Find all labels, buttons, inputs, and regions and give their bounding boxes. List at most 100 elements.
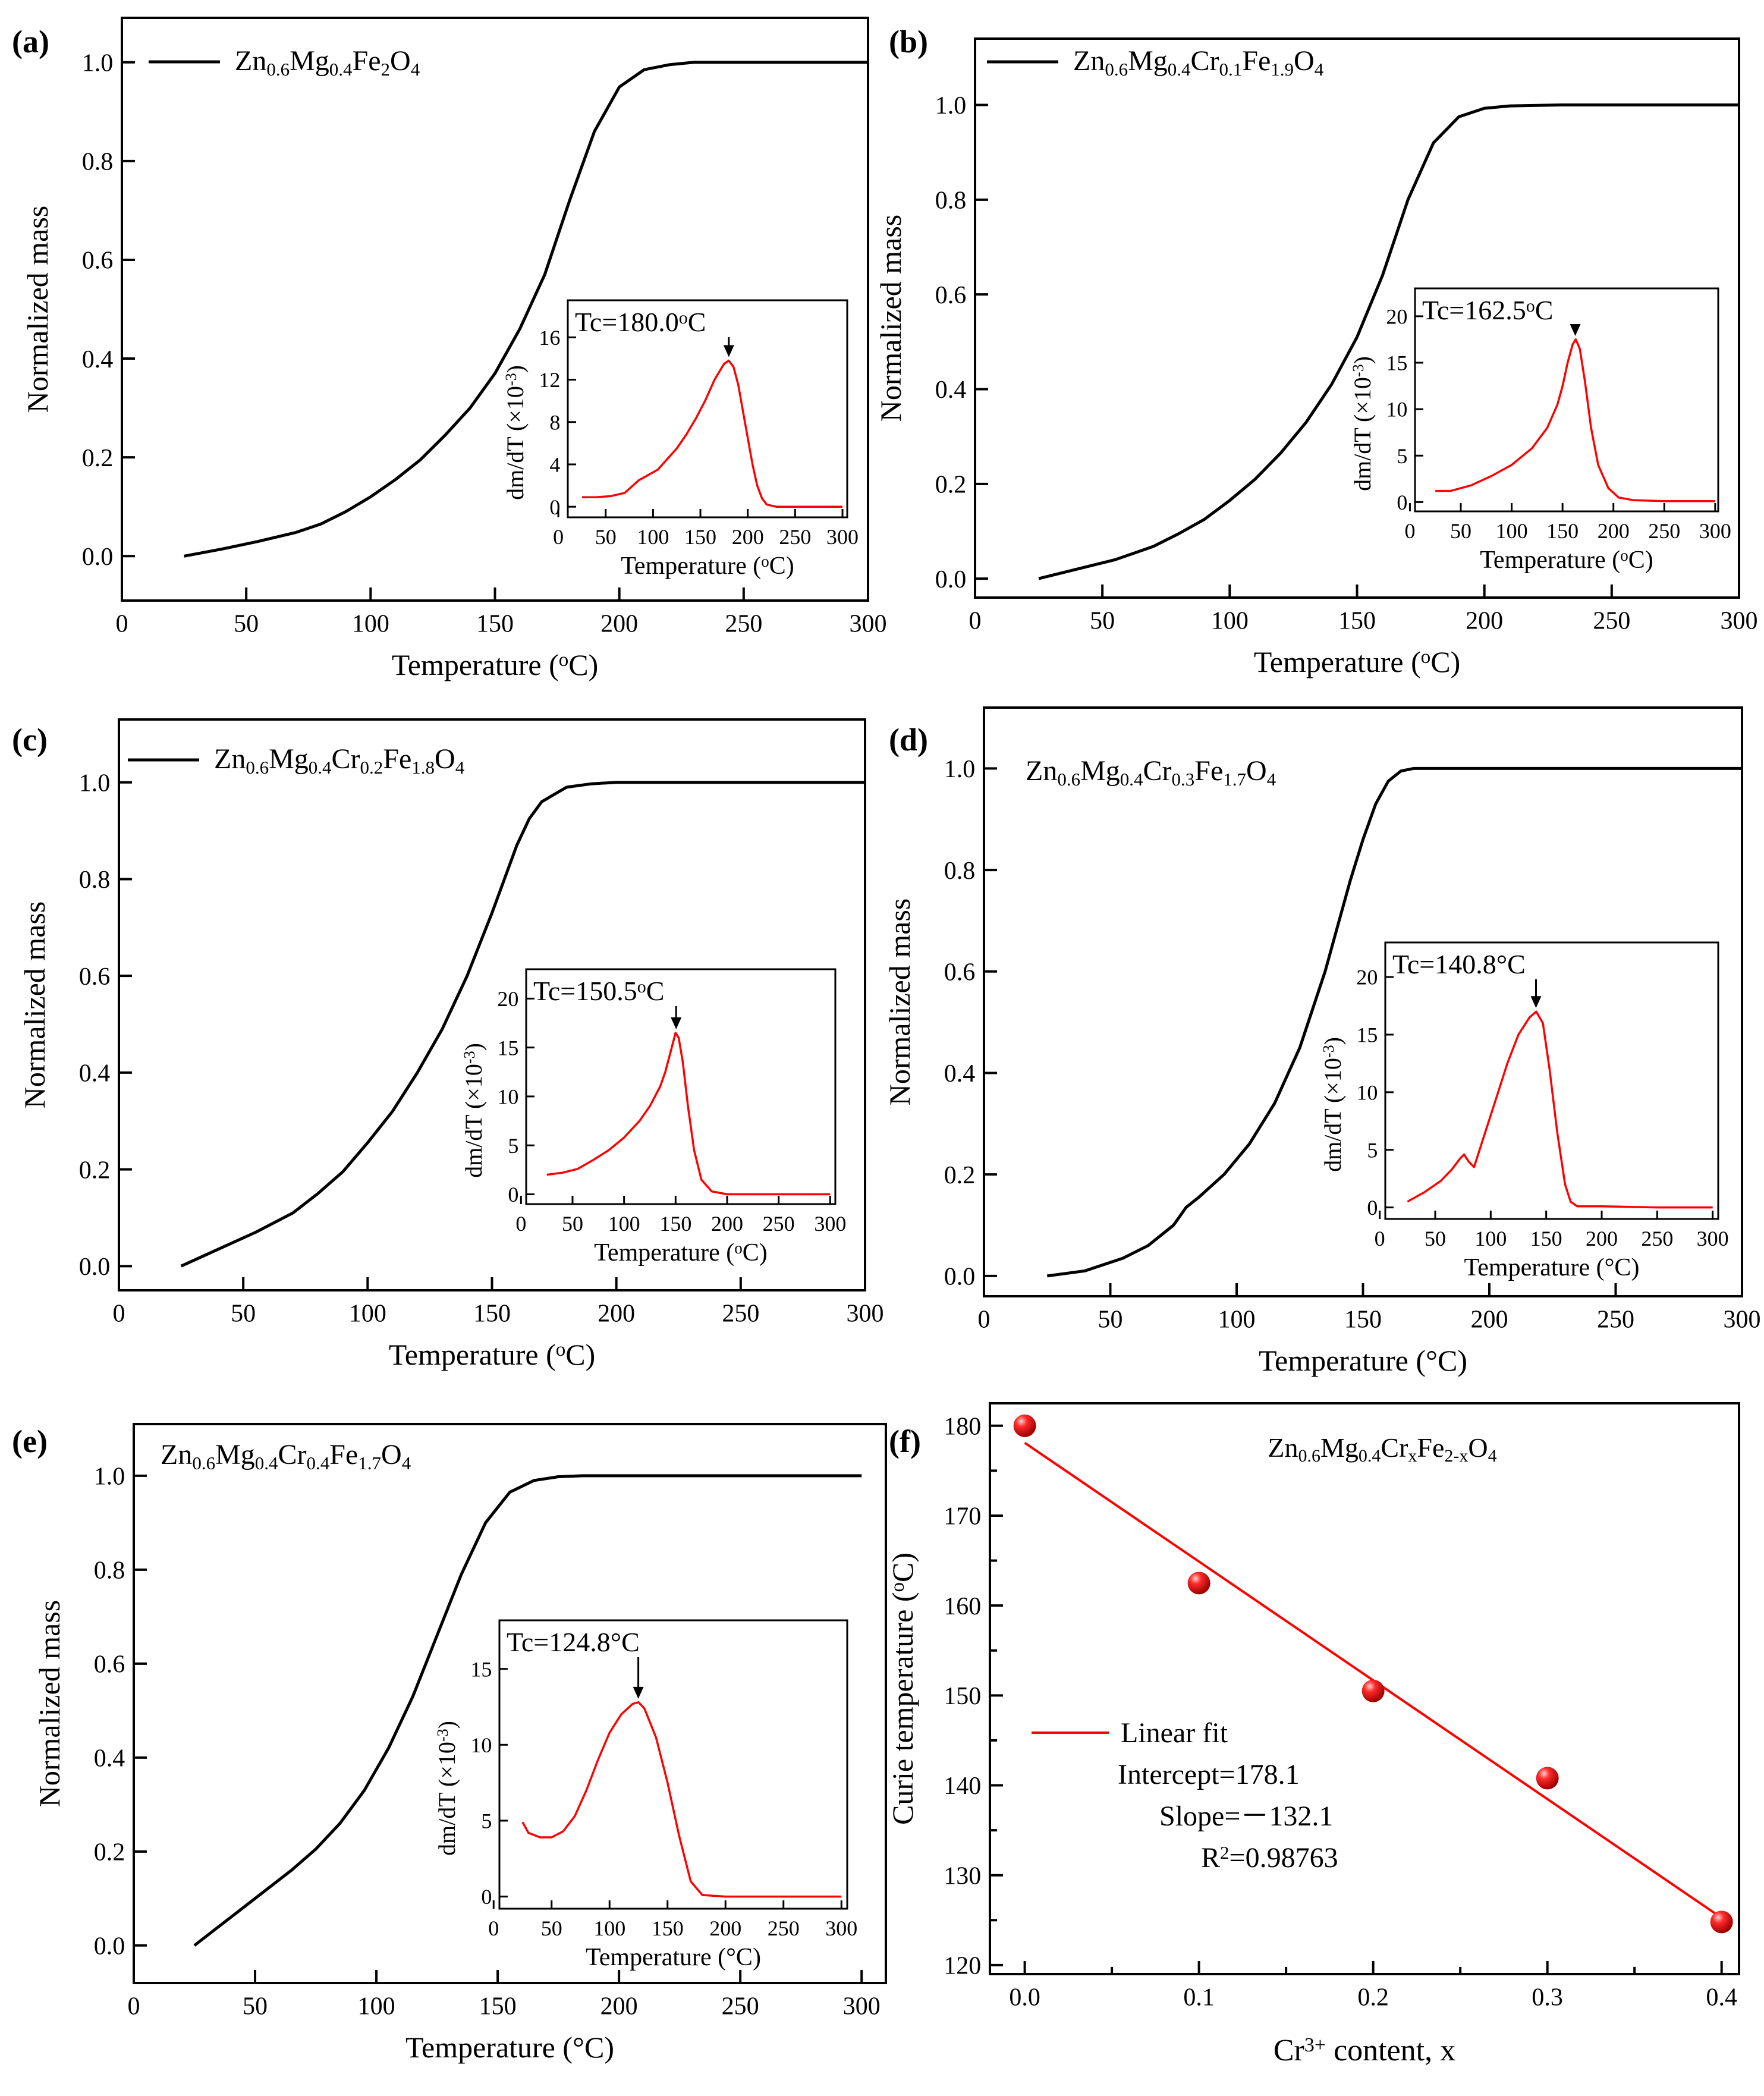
inset-background <box>499 1620 847 1909</box>
inset-x-tick-label: 150 <box>1546 519 1579 543</box>
curie-x-tick-label: 0.4 <box>1706 1984 1737 2012</box>
main-x-tick-label: 100 <box>1218 1306 1256 1334</box>
main-x-tick-label: 250 <box>722 1993 759 2020</box>
main-x-tick-label: 150 <box>476 611 514 638</box>
tc-label: Tc=180.0oC <box>575 307 706 337</box>
main-x-axis-label: Temperature (oC) <box>389 1338 596 1371</box>
inset-y-tick-label: 5 <box>1367 1138 1378 1162</box>
main-x-tick-label: 150 <box>1344 1306 1382 1334</box>
main-x-tick-label: 250 <box>725 611 762 638</box>
inset-y-tick-label: 10 <box>470 1733 492 1757</box>
curie-y-tick-label: 140 <box>944 1773 981 1800</box>
inset-x-axis-label: Temperature (°C) <box>586 1944 761 1971</box>
inset-y-tick-label: 15 <box>1386 351 1407 375</box>
inset-y-tick-label: 12 <box>539 368 560 392</box>
mass-curve <box>1046 766 1742 1278</box>
main-x-tick-label: 0 <box>969 608 982 635</box>
inset-y-axis-label: dm/dT (×10-3) <box>502 365 529 500</box>
inset-background <box>1415 288 1718 511</box>
mass-curve <box>180 781 865 1268</box>
main-y-tick-label: 1.0 <box>944 756 976 783</box>
main-y-tick-label: 0.0 <box>82 543 114 571</box>
panel-label: (d) <box>889 722 928 758</box>
main-x-tick-label: 200 <box>598 1300 635 1328</box>
legend-formula: Zn0.6Mg0.4Cr0.4Fe1.7O4 <box>161 1439 411 1473</box>
main-x-tick-label: 100 <box>358 1993 395 2020</box>
inset-y-tick-label: 10 <box>1386 398 1407 422</box>
inset-y-axis-label: dm/dT (×10-3) <box>1349 356 1376 491</box>
main-x-tick-label: 50 <box>1098 1306 1123 1334</box>
tc-label: Tc=124.8°C <box>507 1627 640 1657</box>
inset-x-axis-label: Temperature (°C) <box>1464 1254 1640 1281</box>
inset-x-tick-label: 150 <box>659 1212 691 1236</box>
main-y-tick-label: 0.0 <box>94 1933 125 1960</box>
curie-data-point <box>1187 1572 1210 1595</box>
curie-frame <box>989 1402 1740 1975</box>
inset-frame <box>525 968 837 1205</box>
inset-x-tick-label: 300 <box>826 525 859 549</box>
main-y-tick-label: 0.8 <box>82 149 114 176</box>
panel-label: (b) <box>889 24 928 59</box>
inset-y-tick-label: 0 <box>481 1885 492 1909</box>
curie-y-tick-label: 180 <box>944 1413 981 1440</box>
curie-y-tick-label: 160 <box>944 1593 981 1620</box>
inset-frame <box>498 1619 848 1910</box>
main-x-tick-label: 150 <box>473 1300 511 1328</box>
main-y-tick-label: 0.4 <box>935 376 967 404</box>
curie-data-point <box>1536 1767 1559 1790</box>
main-y-tick-label: 0.8 <box>935 187 967 215</box>
tc-label: Tc=150.5oC <box>533 976 664 1006</box>
inset-x-tick-label: 100 <box>1474 1227 1507 1250</box>
inset-y-tick-label: 0 <box>1367 1196 1378 1220</box>
inset-x-tick-label: 300 <box>814 1212 846 1236</box>
inset-x-tick-label: 200 <box>732 525 764 549</box>
inset-y-tick-label: 15 <box>470 1657 492 1681</box>
tc-arrow-head <box>671 1017 682 1029</box>
main-x-tick-label: 250 <box>1597 1306 1634 1334</box>
main-y-tick-label: 0.2 <box>935 472 967 499</box>
inset-x-tick-label: 200 <box>1586 1227 1618 1250</box>
curie-y-tick-label: 150 <box>944 1683 981 1710</box>
inset-frame <box>1384 941 1719 1220</box>
inset-x-tick-label: 200 <box>1598 519 1630 543</box>
inset-x-axis-label: Temperature (oC) <box>1480 546 1653 574</box>
main-y-tick-label: 0.6 <box>82 247 114 275</box>
main-y-tick-label: 0.8 <box>94 1557 125 1585</box>
panel-f: (f) 0.0 0.1 0.2 0.3 0.4 120 130 140 150 160 170 180 Z… <box>886 1402 1740 2067</box>
dmdt-curve <box>546 1032 831 1196</box>
inset-x-tick-label: 0 <box>488 1916 499 1940</box>
inset-x-tick-label: 200 <box>711 1212 743 1236</box>
main-y-tick-label: 1.0 <box>82 49 114 77</box>
inset-x-tick-label: 250 <box>1648 519 1680 543</box>
main-x-tick-label: 150 <box>479 1993 517 2020</box>
main-x-tick-label: 0 <box>113 1300 125 1328</box>
main-x-tick-label: 100 <box>349 1300 386 1328</box>
main-x-axis-label: Temperature (oC) <box>1254 645 1461 678</box>
curie-data-point <box>1361 1679 1385 1702</box>
inset-dmdt: 0 50 100 150 200 250 300 0 4 8 12 16 Temperature (oC… <box>502 299 859 580</box>
main-y-tick-label: 0.6 <box>944 959 976 986</box>
panel-a: (a) 0 50 100 150 200 250 300 0.0 0.2 0.4 0.6 0.8 1.0 T… <box>12 17 887 681</box>
main-y-tick-label: 1.0 <box>94 1463 125 1491</box>
inset-x-tick-label: 150 <box>684 525 716 549</box>
legend-formula: Zn0.6Mg0.4Fe2O4 <box>235 45 420 80</box>
panel-c: (c)0 50 100 150 200 250 3000.00.20.40.60.81.0T… <box>12 718 884 1371</box>
inset-x-tick-label: 300 <box>1697 1227 1729 1250</box>
inset-background <box>568 300 847 517</box>
dmdt-curve <box>1407 1010 1713 1209</box>
main-y-tick-label: 0.6 <box>79 963 111 991</box>
dmdt-curve <box>521 1701 842 1898</box>
curie-x-tick-label: 0.1 <box>1183 1984 1215 2012</box>
inset-dmdt: 0 50 100 150 200 250 300 0 5 10 15 20 Temperature (o… <box>1349 287 1731 574</box>
panel-label: (c) <box>12 722 48 758</box>
inset-x-tick-label: 250 <box>763 1212 795 1236</box>
inset-frame <box>1414 287 1719 513</box>
inset-x-tick-label: 50 <box>541 1916 562 1940</box>
inset-x-axis-label: Temperature (oC) <box>621 552 794 580</box>
main-y-tick-label: 0.4 <box>944 1060 976 1088</box>
main-y-tick-label: 0.6 <box>935 282 967 309</box>
inset-dmdt: 0 50 100 150 200 250 300 0 5 10 15 20 Temperature (°… <box>1319 941 1729 1281</box>
legend-formula: Zn0.6Mg0.4Cr0.2Fe1.8O4 <box>214 743 465 778</box>
main-y-tick-label: 0.2 <box>94 1839 125 1866</box>
inset-x-tick-label: 50 <box>1450 519 1471 543</box>
